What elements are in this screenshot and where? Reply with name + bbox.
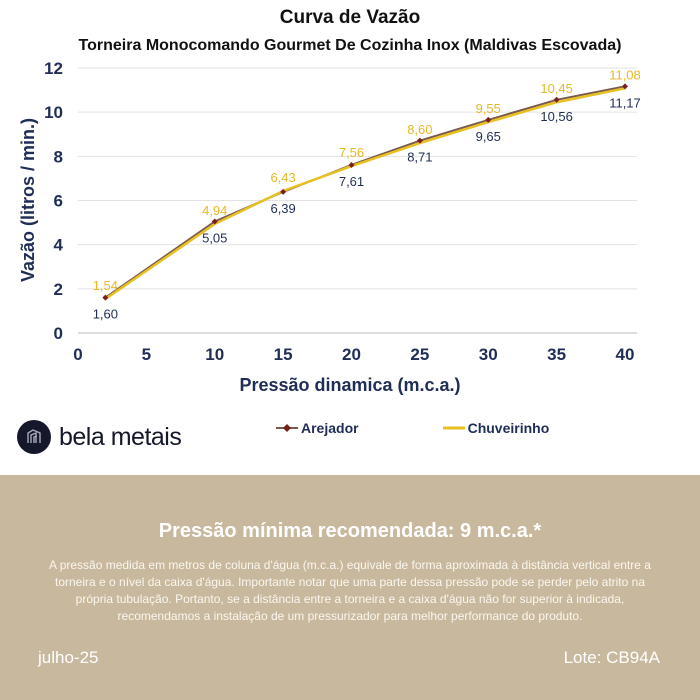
data-point-arejador	[416, 137, 423, 144]
data-label-chuveirinho: 7,56	[339, 145, 364, 160]
legend-item-arejador: Arejador	[276, 420, 359, 436]
y-tick-label: 12	[44, 59, 63, 78]
x-tick-label: 35	[547, 345, 566, 364]
data-label-arejador: 5,05	[202, 230, 227, 245]
y-tick-label: 10	[44, 103, 63, 122]
x-axis-label: Pressão dinamica (m.c.a.)	[239, 375, 460, 395]
data-label-chuveirinho: 8,60	[407, 122, 432, 137]
series-line-arejador	[104, 85, 626, 299]
chart-subtitle: Torneira Monocomando Gourmet De Cozinha …	[79, 37, 622, 54]
chart: Curva de Vazão Torneira Monocomando Gour…	[18, 7, 641, 395]
y-tick-label: 8	[54, 147, 63, 166]
y-tick-label: 2	[54, 280, 63, 299]
data-point-arejador	[102, 294, 109, 301]
legend: Arejador Chuveirinho	[276, 420, 549, 436]
legend-label-chuveirinho: Chuveirinho	[467, 420, 550, 436]
data-label-arejador: 8,71	[407, 150, 432, 165]
x-tick-label: 30	[479, 345, 498, 364]
info-band: Pressão mínima recomendada: 9 m.c.a.* A …	[0, 475, 700, 700]
y-axis-label: Vazão (litros / min.)	[18, 118, 38, 282]
arejador-marker-icon	[276, 424, 298, 432]
data-label-arejador: 6,39	[270, 201, 295, 216]
y-tick-label: 0	[54, 324, 63, 343]
x-tick-label: 10	[205, 345, 224, 364]
min-pressure-headline: Pressão mínima recomendada: 9 m.c.a.*	[158, 520, 542, 542]
brand-logo: bela metais	[17, 420, 182, 454]
data-point-arejador	[485, 116, 492, 123]
data-label-arejador: 1,60	[93, 307, 118, 322]
data-label-chuveirinho: 11,08	[609, 67, 641, 82]
data-label-chuveirinho: 4,94	[202, 203, 227, 218]
data-point-arejador	[280, 188, 287, 195]
legend-label-arejador: Arejador	[301, 420, 359, 436]
data-point-arejador	[553, 96, 560, 103]
x-tick-label: 15	[274, 345, 293, 364]
x-tick-label: 25	[410, 345, 429, 364]
data-label-arejador: 9,65	[476, 129, 501, 144]
data-label-chuveirinho: 1,54	[93, 278, 118, 293]
x-tick-label: 40	[616, 345, 635, 364]
chuveirinho-line-icon	[442, 426, 465, 430]
x-tick-label: 20	[342, 345, 361, 364]
pressure-note: A pressão medida em metros de coluna d'á…	[49, 558, 651, 623]
series-line-chuveirinho	[104, 87, 626, 301]
logo-icon	[17, 420, 51, 454]
chart-title: Curva de Vazão	[280, 7, 420, 28]
brand-name: bela metais	[59, 422, 182, 451]
y-tick-label: 4	[54, 236, 64, 255]
data-point-arejador	[622, 83, 628, 90]
data-label-chuveirinho: 9,55	[476, 101, 501, 116]
data-label-arejador: 10,56	[540, 109, 573, 124]
data-point-arejador	[348, 161, 355, 168]
data-label-arejador: 11,17	[609, 95, 641, 110]
legend-item-chuveirinho: Chuveirinho	[442, 420, 550, 436]
data-label-chuveirinho: 6,43	[270, 170, 295, 185]
x-tick-label: 5	[142, 345, 151, 364]
x-tick-label: 0	[73, 345, 82, 364]
data-label-arejador: 7,61	[339, 174, 364, 189]
data-point-arejador	[211, 218, 218, 225]
data-label-chuveirinho: 10,45	[540, 81, 573, 96]
date-label: julho-25	[38, 648, 99, 667]
lot-label: Lote: CB94A	[563, 648, 660, 667]
y-tick-label: 6	[54, 192, 63, 211]
